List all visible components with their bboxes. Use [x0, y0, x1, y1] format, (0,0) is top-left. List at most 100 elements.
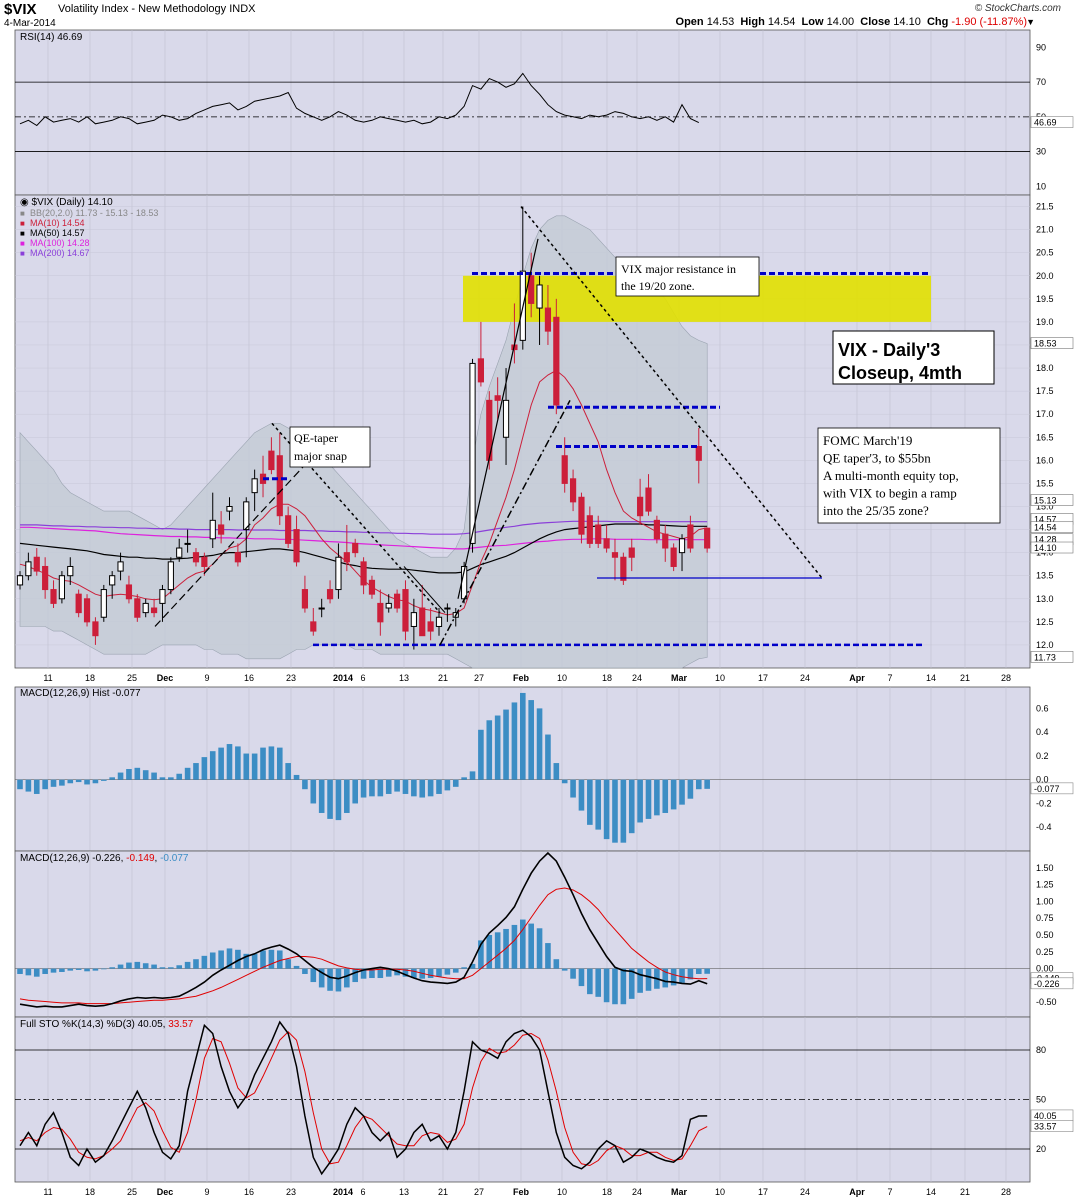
candle-body	[134, 598, 141, 618]
date-axis-top-tick: 27	[474, 673, 484, 683]
date-axis-top-tick: 14	[926, 673, 936, 683]
date-axis-bottom-tick: Mar	[671, 1187, 688, 1197]
macd-overlay-bar	[360, 968, 367, 979]
ohlc-summary: Open 14.53 High 14.54 Low 14.00 Close 14…	[676, 16, 1027, 28]
candle-body	[645, 487, 652, 512]
date-axis-top-tick: 24	[800, 673, 810, 683]
date-axis-top-bg	[15, 671, 1030, 685]
uptrend-line	[439, 399, 571, 646]
title-note-line2: Closeup, 4mth	[838, 363, 962, 383]
candle-body	[184, 542, 191, 545]
candle-body	[553, 316, 560, 406]
macd-overlay-bar	[679, 968, 685, 983]
macd-overlay-bar	[570, 968, 576, 979]
macd-hist-bar	[637, 779, 643, 823]
price-tick-label: 13.5	[1036, 571, 1054, 581]
candle-body	[544, 307, 552, 332]
macd-hist-bar	[193, 763, 199, 780]
price-tick-label: 13.0	[1036, 594, 1054, 604]
candle-body	[469, 362, 476, 544]
candle-body	[477, 358, 484, 383]
close-label: Close	[860, 16, 891, 28]
macd-overlay-bar	[494, 932, 501, 969]
price-tick-label: 15.5	[1036, 478, 1054, 488]
rsi-current-value-box	[1030, 116, 1074, 128]
date-axis-top-tick: 13	[399, 673, 409, 683]
candle-body	[343, 552, 350, 563]
macd-overlay-bar	[285, 959, 291, 969]
candle-body	[268, 450, 275, 471]
candle-body	[310, 621, 317, 632]
macd-overlay-bar	[587, 968, 593, 995]
macd-hist-bar	[444, 779, 451, 791]
macd-hist-bar	[494, 715, 501, 780]
date-axis-bottom-tick: 21	[438, 1187, 448, 1197]
macd-hist-bar	[209, 751, 216, 780]
macd-hist-bar	[411, 779, 417, 797]
macd-overlay-bar	[612, 968, 618, 1005]
candle-body	[653, 519, 660, 540]
candle-body	[285, 515, 292, 544]
macd-overlay-bar	[42, 968, 48, 974]
price-right-tag: 18.53	[1034, 339, 1057, 349]
macd-overlay-bar	[662, 968, 669, 988]
candle-body	[318, 607, 325, 610]
macd-overlay-bar	[151, 964, 157, 969]
date-axis-top-tick: 23	[286, 673, 296, 683]
legend-swatch: ■	[20, 209, 25, 218]
sto-d-value-box	[1030, 1120, 1074, 1132]
candle-body	[25, 561, 32, 577]
legend-swatch: ■	[20, 229, 25, 238]
macd-hist-bar	[478, 729, 484, 780]
macd-overlay-bar	[310, 968, 317, 983]
macd-hist-bar	[587, 779, 593, 825]
qe-note-line2: major snap	[294, 449, 347, 463]
low-value: 14.00	[826, 16, 855, 28]
date-axis-top-tick: 10	[715, 673, 725, 683]
candle-body	[435, 616, 443, 627]
macd-overlay-bar	[427, 968, 434, 979]
date-axis-bottom-tick: 16	[244, 1187, 254, 1197]
candle-body	[167, 561, 174, 591]
macd-hist-bar	[159, 777, 166, 780]
chevron-down-icon[interactable]: ▼	[1026, 17, 1035, 27]
macd-hist-bar	[620, 779, 627, 843]
date-axis-top-tick: 10	[557, 673, 567, 683]
candle-body	[611, 552, 619, 558]
candle-body	[494, 395, 501, 401]
chart-date: 4-Mar-2014	[4, 18, 56, 29]
candle-body	[427, 621, 434, 632]
macd-hist-bar	[704, 779, 710, 789]
resistance-note-line1: VIX major resistance in	[621, 262, 736, 276]
macd-overlay-bar	[126, 962, 132, 969]
date-axis-top-tick: 9	[204, 673, 209, 683]
macd-hist-bar	[25, 779, 32, 792]
macd-hist-bar	[285, 763, 291, 780]
macd-overlay-bar	[184, 961, 191, 969]
macd-overlay-bar	[109, 967, 115, 969]
candle-body	[142, 602, 149, 614]
candle-body	[176, 547, 183, 558]
macd-overlay-bar	[302, 968, 308, 974]
macd-hist-bar	[302, 779, 308, 790]
candle-body	[678, 538, 686, 554]
date-axis-top-tick: Mar	[671, 673, 688, 683]
candle-body	[536, 284, 543, 309]
candle-body	[42, 565, 49, 591]
date-axis-bottom-tick: 18	[602, 1187, 612, 1197]
price-right-tag-box	[1030, 494, 1074, 506]
macd-hist-bar	[427, 779, 434, 797]
date-axis-bottom-tick: 6	[360, 1187, 365, 1197]
macd-label-hist: -0.077	[160, 853, 189, 864]
macd-hist-bar	[67, 779, 74, 784]
macd-hist-bar	[369, 779, 375, 797]
macd-overlay-bar	[209, 952, 216, 969]
macd-overlay-bar	[603, 968, 610, 1003]
price-tick-label: 20.5	[1036, 248, 1054, 258]
macd-hist-bar	[687, 779, 694, 799]
macd-hist-bar	[503, 709, 509, 780]
candle-body	[67, 565, 74, 577]
fomc-note-line1: FOMC March'19	[823, 433, 912, 448]
date-axis-top-tick: Feb	[513, 673, 530, 683]
